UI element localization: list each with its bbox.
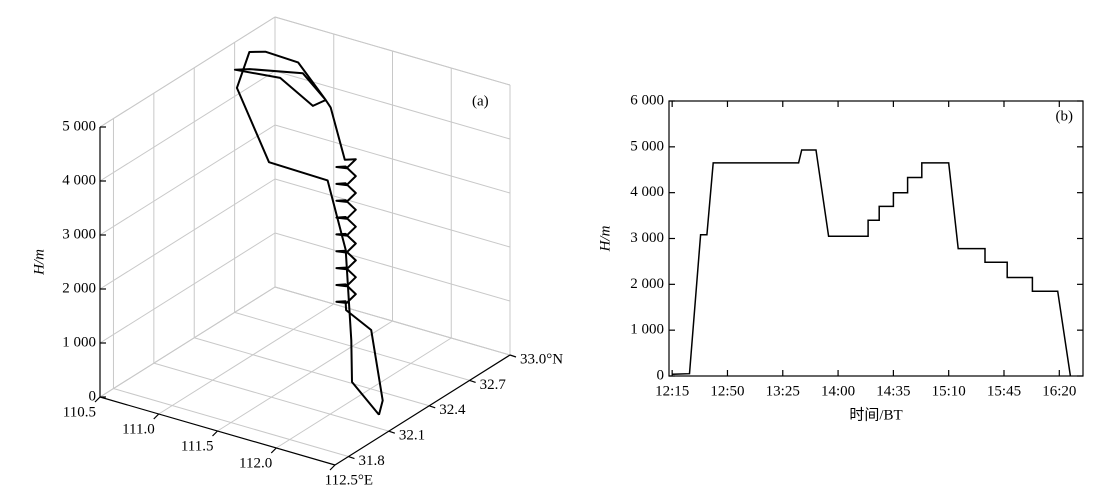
grid-line — [99, 286, 276, 398]
grid-line — [113, 388, 349, 458]
y-tick — [429, 405, 436, 409]
y-tick-label: 3 000 — [630, 230, 664, 246]
x-tick — [270, 447, 277, 454]
z-tick-label: 0 — [89, 388, 97, 404]
y-tick-label: 4 000 — [630, 184, 664, 200]
y-tick-label: 32.4 — [439, 402, 466, 418]
y-tick-label: 31.8 — [358, 453, 384, 469]
grid-line — [274, 286, 511, 356]
y-tick — [388, 430, 396, 434]
x-tick-label: 111.5 — [181, 438, 214, 454]
grid-line — [158, 303, 335, 415]
grid-line — [99, 232, 276, 344]
x-tick — [329, 464, 336, 471]
z-axis-label: H/m — [31, 249, 47, 276]
grid-line — [275, 337, 452, 449]
z-tick-label: 2 000 — [62, 280, 96, 296]
plot-frame — [668, 100, 1084, 377]
grid-line — [194, 337, 430, 407]
x-tick — [94, 396, 101, 403]
y-tick — [469, 379, 476, 383]
x-tick-label: 15:10 — [932, 383, 966, 399]
y-axis-label: H/m — [597, 225, 613, 252]
x-tick-label: 12:50 — [710, 383, 744, 399]
x-tick-label: 16:20 — [1042, 383, 1076, 399]
x-tick-label: 14:35 — [876, 383, 910, 399]
grid-line — [153, 362, 389, 432]
grid-line — [99, 16, 276, 128]
x-tick — [153, 413, 160, 420]
y-tick-label: 32.1 — [399, 428, 425, 444]
x-tick-label: 12:15 — [655, 383, 689, 399]
y-tick-label: 5 000 — [630, 138, 664, 154]
x-tick-label: 15:45 — [987, 383, 1021, 399]
x-tick-label: 112.0 — [239, 455, 272, 471]
z-tick-label: 4 000 — [62, 172, 96, 188]
x-tick-label: 111.0 — [122, 421, 155, 437]
x-axis-label: 时间/BT — [849, 406, 902, 423]
annotation: (b) — [1056, 108, 1074, 124]
y-tick-label: 2 000 — [630, 276, 664, 292]
x-tick-label: 110.5 — [63, 404, 96, 420]
y-tick — [348, 455, 355, 460]
annotation: (a) — [472, 93, 489, 109]
x-tick-label: 13:25 — [766, 383, 800, 399]
x-tick-label: 14:00 — [821, 383, 855, 399]
z-tick-label: 3 000 — [62, 226, 96, 242]
y-tick-label: 32.7 — [480, 377, 507, 393]
grid-line — [99, 178, 276, 290]
x-tick — [212, 430, 218, 437]
grid-line — [99, 124, 276, 236]
z-tick-label: 1 000 — [62, 334, 96, 350]
y-tick — [509, 354, 517, 358]
y-tick-label: 33.0°N — [520, 351, 563, 367]
z-tick-label: 5 000 — [62, 118, 96, 134]
y-tick-label: 6 000 — [630, 92, 664, 108]
grid-line — [99, 70, 276, 182]
x-tick-label: 112.5°E — [325, 472, 373, 488]
y-tick-label: 0 — [657, 367, 665, 383]
y-axis — [334, 354, 511, 466]
flight-track — [233, 50, 384, 416]
altitude-line — [672, 149, 1072, 377]
y-tick-label: 1 000 — [630, 322, 664, 338]
grid-line — [217, 320, 393, 432]
